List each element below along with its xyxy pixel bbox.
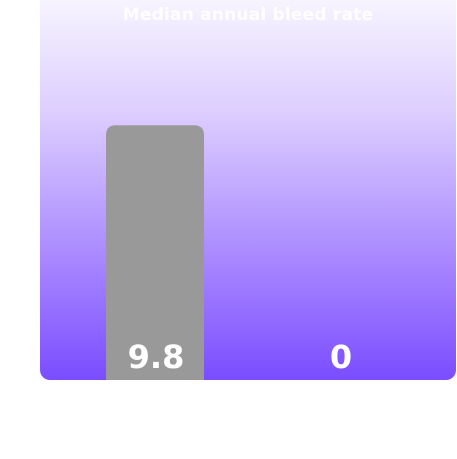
value-label-0: 9.8 bbox=[128, 338, 185, 376]
value-label-1: 0 bbox=[330, 338, 352, 376]
bar-0 bbox=[106, 125, 204, 380]
chart-title: Median annual bleed rate bbox=[122, 5, 374, 25]
